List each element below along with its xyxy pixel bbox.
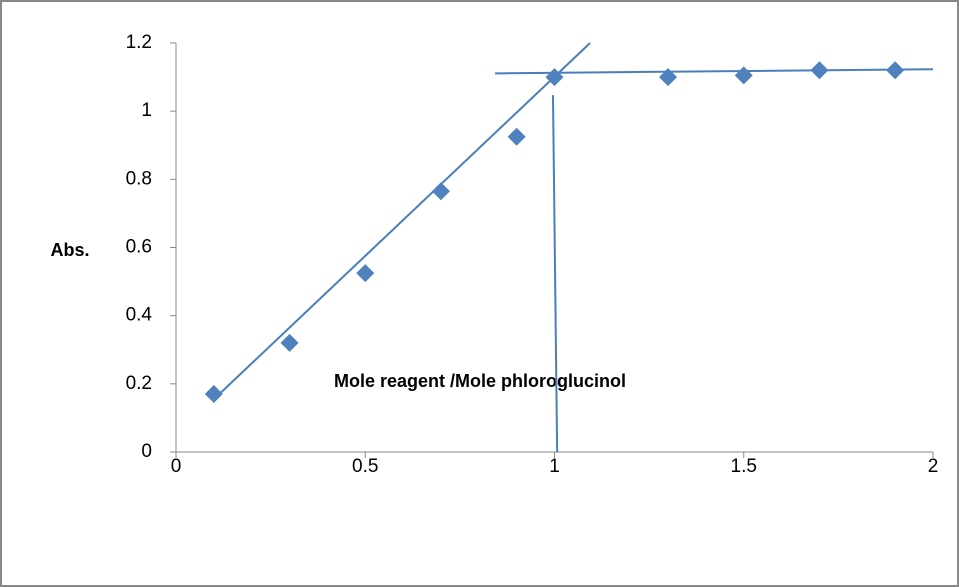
y-tick-label: 0.8: [126, 168, 152, 189]
y-tick-label: 1.2: [126, 32, 152, 53]
point: [431, 182, 450, 201]
y-axis-label: Abs.: [50, 240, 89, 260]
y-tick-label: 1: [141, 100, 152, 121]
fit-line: [495, 68, 934, 75]
y-tick-label: 0: [141, 441, 152, 462]
x-tick-label: 0: [171, 456, 182, 477]
point: [356, 264, 375, 283]
point: [659, 68, 678, 87]
x-tick-label: 1.5: [731, 456, 757, 477]
point: [810, 61, 829, 80]
y-tick-label: 0.6: [126, 237, 152, 258]
y-tick-label: 0.2: [126, 373, 152, 394]
point: [507, 127, 526, 146]
y-tick-label: 0.4: [126, 305, 153, 326]
fit-line: [214, 42, 591, 399]
point: [734, 66, 753, 85]
point: [280, 333, 299, 352]
point: [204, 385, 223, 404]
point: [886, 61, 905, 80]
x-tick-label: 0.5: [352, 456, 378, 477]
x-tick-label: 1: [549, 456, 560, 477]
x-tick-label: 2: [928, 456, 939, 477]
fit-line: [551, 95, 559, 453]
point: [545, 68, 564, 87]
x-axis-label: Mole reagent /Mole phloroglucinol: [334, 371, 626, 391]
